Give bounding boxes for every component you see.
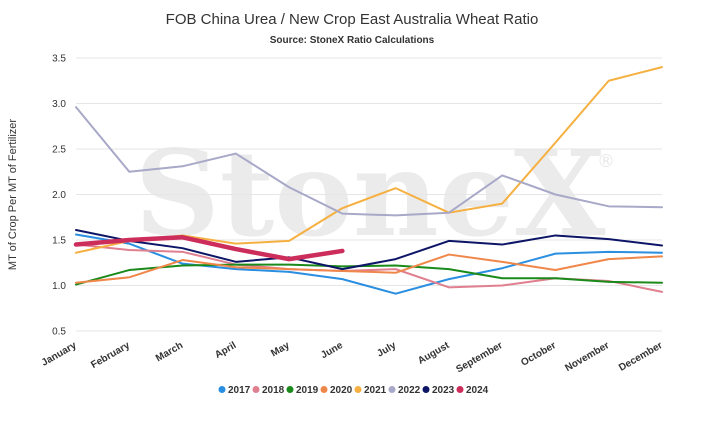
series-line-2020 <box>75 253 663 284</box>
series-lines <box>73 66 663 295</box>
legend-label-2019: 2019 <box>296 385 319 396</box>
gridlines <box>76 57 662 332</box>
chart-title: FOB China Urea / New Crop East Australia… <box>166 11 539 28</box>
legend-label-2024: 2024 <box>466 385 489 396</box>
legend-label-2018: 2018 <box>262 385 285 396</box>
series-line-2022 <box>75 106 663 217</box>
watermark-registered-mark: ® <box>597 151 615 172</box>
y-tick-label: 1.5 <box>52 236 66 247</box>
legend-label-2017: 2017 <box>228 385 251 396</box>
y-axis-ticks: 0.5 1.0 1.5 2.0 2.5 3.0 3.5 <box>52 54 66 338</box>
y-tick-label: 3.0 <box>52 99 66 110</box>
y-tick-label: 3.5 <box>52 54 66 65</box>
series-line-2024 <box>73 235 345 262</box>
legend-marker-2022 <box>388 386 396 393</box>
series-line-2017 <box>75 233 663 295</box>
y-tick-label: 1.0 <box>52 281 66 292</box>
series-line-2023 <box>75 228 663 271</box>
legend-marker-2020 <box>320 386 328 393</box>
legend-marker-2024 <box>456 386 464 393</box>
legend-marker-2018 <box>252 386 260 393</box>
legend: 2017 2018 2019 2020 2021 2022 2023 2024 <box>218 385 489 396</box>
chart-subtitle: Source: StoneX Ratio Calculations <box>270 35 435 46</box>
legend-label-2021: 2021 <box>364 385 387 396</box>
series-line-2019 <box>75 263 663 286</box>
legend-marker-2021 <box>354 386 362 393</box>
legend-label-2022: 2022 <box>398 385 421 396</box>
legend-marker-2023 <box>422 386 430 393</box>
legend-marker-2017 <box>218 386 226 393</box>
y-tick-label: 2.5 <box>52 145 66 156</box>
y-tick-label: 2.0 <box>52 190 66 201</box>
y-tick-label: 0.5 <box>52 327 66 338</box>
y-axis-label: MT of Crop Per MT of Fertilizer <box>7 119 19 271</box>
legend-marker-2019 <box>286 386 294 393</box>
legend-label-2020: 2020 <box>330 385 353 396</box>
legend-label-2023: 2023 <box>432 385 455 396</box>
